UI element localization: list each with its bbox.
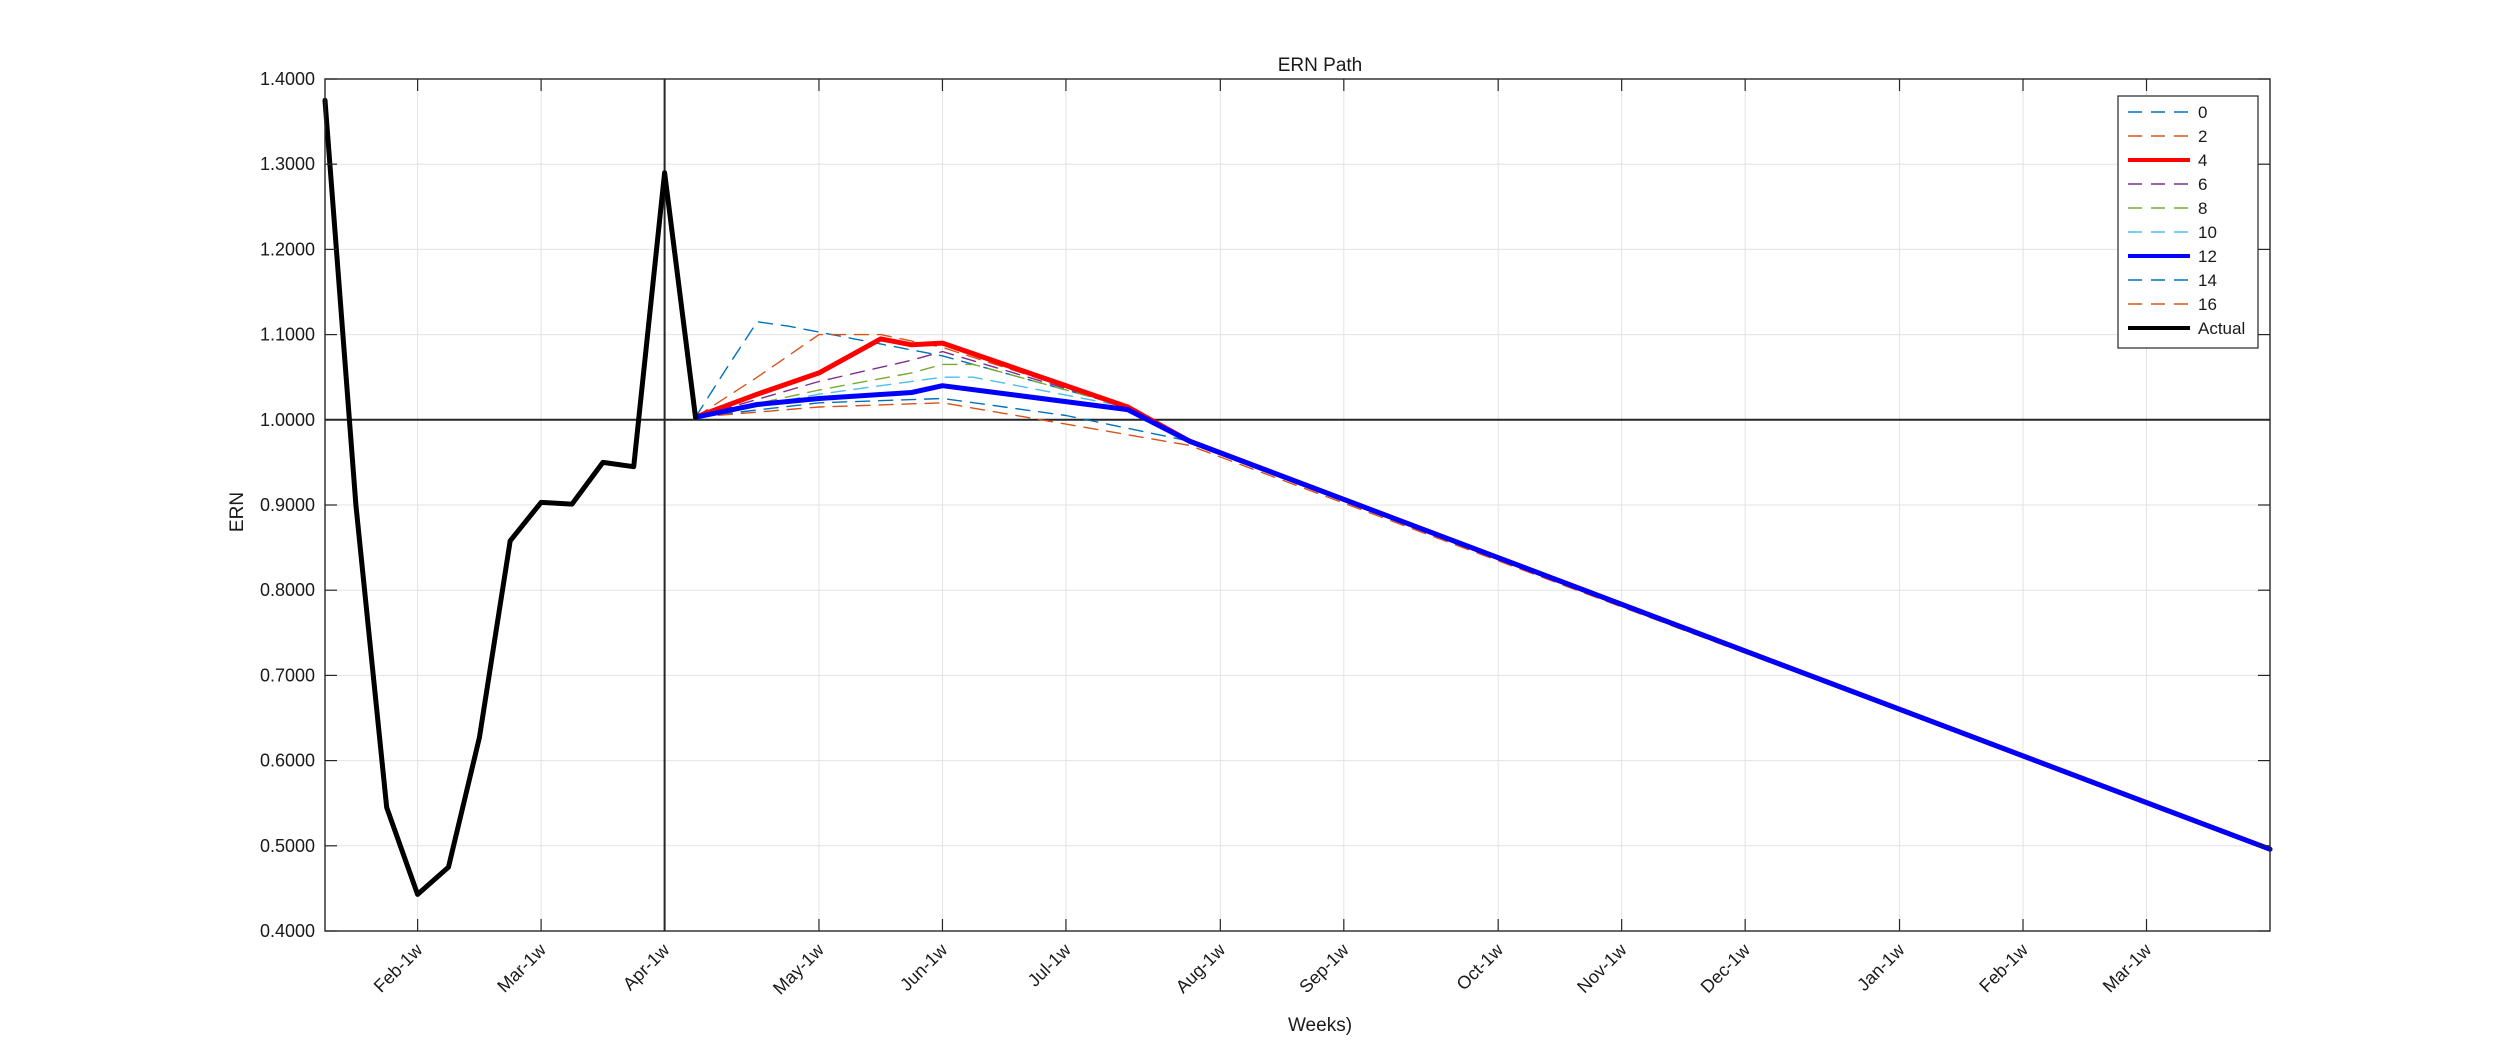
legend-item: 16 bbox=[2128, 295, 2217, 314]
series-line-12 bbox=[693, 383, 2273, 852]
series-line-10 bbox=[694, 376, 2271, 850]
x-tick-label: May-1w bbox=[769, 939, 828, 998]
grid bbox=[325, 78, 2270, 932]
legend: 0 2 4 6 8 10 12 14 16 Actual bbox=[2117, 95, 2259, 349]
legend-item: 4 bbox=[2128, 151, 2207, 170]
legend-box bbox=[2117, 95, 2259, 349]
x-tick-label: Jun-1w bbox=[896, 939, 952, 995]
legend-item: 10 bbox=[2128, 223, 2217, 242]
legend-item: 2 bbox=[2128, 127, 2207, 146]
chart-title: ERN Path bbox=[1278, 55, 1362, 76]
y-tick-label: 1.4000 bbox=[260, 69, 315, 89]
legend-item: 8 bbox=[2128, 199, 2207, 218]
x-tick-label: Jul-1w bbox=[1024, 939, 1076, 991]
x-axis-tick-labels: Feb-1w Mar-1w Apr-1w May-1w Jun-1w Jul-1w Aug-… bbox=[370, 939, 2156, 998]
series-line-0 bbox=[694, 321, 2271, 850]
x-tick-label: Feb-1w bbox=[1975, 939, 2032, 996]
x-tick-label: Jan-1w bbox=[1853, 939, 1909, 995]
x-tick-label: Sep-1w bbox=[1295, 939, 1353, 997]
series-line-6 bbox=[694, 350, 2271, 850]
series-line-16 bbox=[694, 402, 2271, 850]
series-line-14 bbox=[694, 397, 2271, 850]
legend-label: 8 bbox=[2198, 199, 2207, 218]
y-tick-label: 0.8000 bbox=[260, 580, 315, 600]
legend-item: 14 bbox=[2128, 271, 2217, 290]
x-tick-label: Feb-1w bbox=[370, 939, 427, 996]
y-tick-label: 0.5000 bbox=[260, 836, 315, 856]
reference-lines bbox=[325, 79, 2270, 931]
x-axis-label: Weeks) bbox=[1288, 1015, 1352, 1036]
y-tick-label: 0.7000 bbox=[260, 665, 315, 685]
legend-item: 6 bbox=[2128, 175, 2207, 194]
y-tick-label: 1.2000 bbox=[260, 239, 315, 259]
legend-label: 0 bbox=[2198, 103, 2207, 122]
series-line-actual bbox=[322, 97, 698, 897]
y-tick-label: 0.6000 bbox=[260, 751, 315, 771]
legend-label: Actual bbox=[2198, 319, 2245, 338]
y-tick-label: 0.4000 bbox=[260, 921, 315, 941]
x-tick-label: Aug-1w bbox=[1172, 939, 1230, 997]
series-line-8 bbox=[694, 363, 2271, 850]
x-tick-label: Oct-1w bbox=[1453, 939, 1508, 994]
legend-label: 16 bbox=[2198, 295, 2217, 314]
x-tick-label: Apr-1w bbox=[619, 939, 674, 994]
series-lines bbox=[322, 97, 2273, 897]
y-tick-label: 0.9000 bbox=[260, 495, 315, 515]
legend-item: 12 bbox=[2128, 247, 2217, 266]
legend-label: 10 bbox=[2198, 223, 2217, 242]
x-tick-label: Nov-1w bbox=[1573, 939, 1631, 997]
legend-label: 14 bbox=[2198, 271, 2217, 290]
x-tick-label: Mar-1w bbox=[493, 939, 550, 996]
y-tick-label: 1.0000 bbox=[260, 410, 315, 430]
series-line-4 bbox=[693, 336, 2273, 852]
y-tick-label: 1.3000 bbox=[260, 154, 315, 174]
axis-ticks bbox=[325, 78, 2270, 932]
y-axis-label: ERN bbox=[227, 492, 248, 532]
y-tick-label: 1.1000 bbox=[260, 325, 315, 345]
y-axis-tick-labels: 0.4000 0.5000 0.6000 0.7000 0.8000 0.9000 1.00… bbox=[260, 69, 315, 941]
legend-item: Actual bbox=[2128, 319, 2245, 338]
x-tick-label: Dec-1w bbox=[1697, 939, 1755, 997]
series-line-2 bbox=[694, 333, 2271, 850]
legend-label: 4 bbox=[2198, 151, 2207, 170]
legend-item: 0 bbox=[2128, 103, 2207, 122]
legend-label: 6 bbox=[2198, 175, 2207, 194]
x-tick-label: Mar-1w bbox=[2099, 939, 2156, 996]
legend-label: 2 bbox=[2198, 127, 2207, 146]
legend-label: 12 bbox=[2198, 247, 2217, 266]
